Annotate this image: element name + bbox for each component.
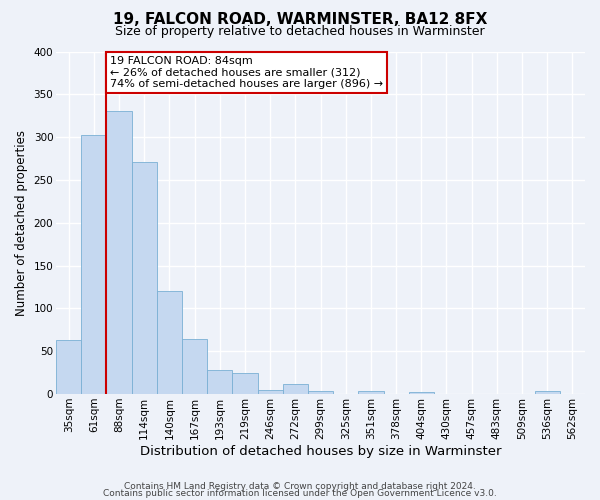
- Bar: [283, 384, 308, 394]
- Bar: [131, 162, 157, 394]
- Bar: [207, 370, 232, 394]
- Bar: [56, 340, 81, 394]
- Text: 19, FALCON ROAD, WARMINSTER, BA12 8FX: 19, FALCON ROAD, WARMINSTER, BA12 8FX: [113, 12, 487, 28]
- Bar: [308, 390, 333, 394]
- Bar: [535, 392, 560, 394]
- Text: Contains HM Land Registry data © Crown copyright and database right 2024.: Contains HM Land Registry data © Crown c…: [124, 482, 476, 491]
- Text: Contains public sector information licensed under the Open Government Licence v3: Contains public sector information licen…: [103, 490, 497, 498]
- Bar: [257, 390, 283, 394]
- Bar: [182, 339, 207, 394]
- X-axis label: Distribution of detached houses by size in Warminster: Distribution of detached houses by size …: [140, 444, 501, 458]
- Bar: [409, 392, 434, 394]
- Bar: [81, 134, 106, 394]
- Bar: [106, 112, 131, 394]
- Bar: [358, 392, 383, 394]
- Text: Size of property relative to detached houses in Warminster: Size of property relative to detached ho…: [115, 25, 485, 38]
- Y-axis label: Number of detached properties: Number of detached properties: [15, 130, 28, 316]
- Bar: [157, 292, 182, 394]
- Text: 19 FALCON ROAD: 84sqm
← 26% of detached houses are smaller (312)
74% of semi-det: 19 FALCON ROAD: 84sqm ← 26% of detached …: [110, 56, 383, 89]
- Bar: [232, 374, 257, 394]
